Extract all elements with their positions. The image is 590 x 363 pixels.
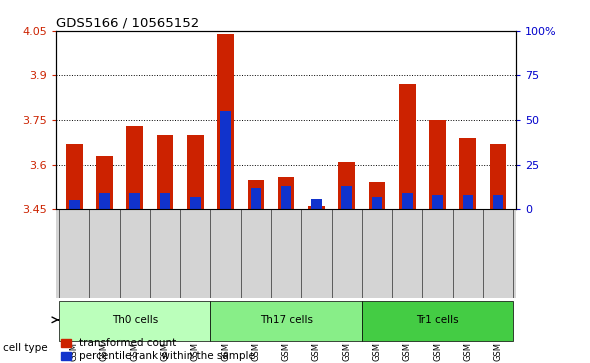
Bar: [126, 126, 143, 209]
Bar: [187, 135, 204, 209]
Bar: [429, 120, 446, 209]
Bar: [399, 84, 415, 209]
Bar: [281, 186, 291, 209]
Bar: [342, 186, 352, 209]
Bar: [69, 200, 80, 209]
Text: Th0 cells: Th0 cells: [112, 315, 158, 325]
Bar: [160, 193, 171, 209]
Text: Th17 cells: Th17 cells: [260, 315, 313, 325]
Bar: [308, 206, 325, 209]
Bar: [402, 193, 412, 209]
Text: Tr1 cells: Tr1 cells: [416, 315, 459, 325]
Bar: [190, 197, 201, 209]
Bar: [278, 176, 294, 209]
Bar: [369, 183, 385, 209]
Bar: [432, 195, 443, 209]
Text: GDS5166 / 10565152: GDS5166 / 10565152: [56, 17, 199, 30]
FancyBboxPatch shape: [362, 301, 513, 341]
Bar: [96, 156, 113, 209]
Bar: [248, 180, 264, 209]
Bar: [251, 188, 261, 209]
Legend: transformed count, percentile rank within the sample: transformed count, percentile rank withi…: [61, 338, 255, 362]
Bar: [339, 162, 355, 209]
Bar: [372, 197, 382, 209]
FancyBboxPatch shape: [59, 301, 211, 341]
Bar: [493, 195, 503, 209]
Bar: [217, 34, 234, 209]
Bar: [463, 195, 473, 209]
Bar: [99, 193, 110, 209]
FancyBboxPatch shape: [211, 301, 362, 341]
Bar: [220, 111, 231, 209]
Bar: [129, 193, 140, 209]
Bar: [311, 199, 322, 209]
Bar: [66, 144, 83, 209]
Text: cell type: cell type: [3, 343, 48, 353]
Bar: [490, 144, 506, 209]
Bar: [460, 138, 476, 209]
Bar: [157, 135, 173, 209]
